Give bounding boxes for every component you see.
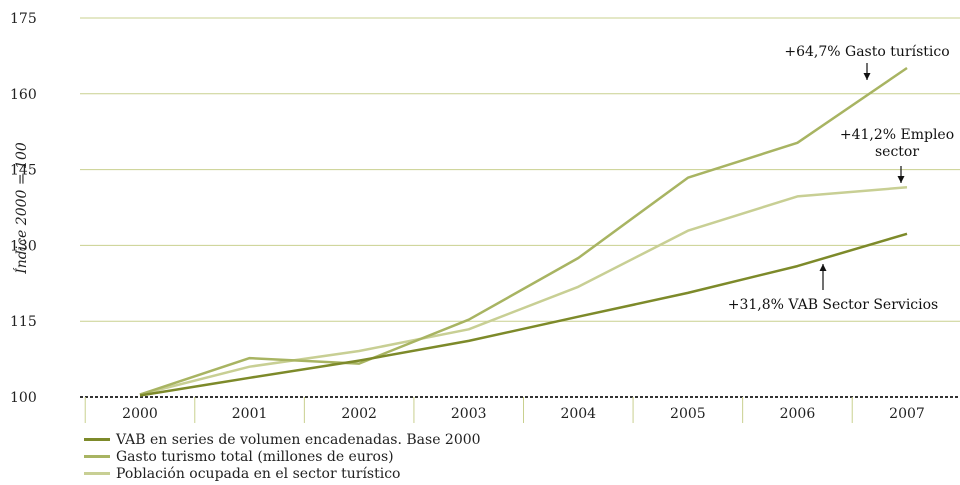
legend-item: Población ocupada en el sector turístico bbox=[84, 465, 481, 482]
annotation-label: +64,7% Gasto turístico bbox=[784, 44, 949, 60]
y-tick-label: 175 bbox=[10, 11, 37, 27]
legend-item: VAB en series de volumen encadenadas. Ba… bbox=[84, 431, 481, 448]
x-tick-label: 2000 bbox=[122, 406, 158, 422]
legend-swatch bbox=[84, 472, 110, 475]
legend-label: Gasto turismo total (millones de euros) bbox=[116, 448, 394, 465]
annotations: +64,7% Gasto turístico +41,2% Empleosecto… bbox=[728, 44, 954, 313]
x-tick-label: 2006 bbox=[780, 406, 816, 422]
x-tick-label: 2007 bbox=[889, 406, 925, 422]
annotation-label: +41,2% Empleo bbox=[840, 127, 954, 143]
legend-swatch bbox=[84, 438, 110, 441]
annotation-arrow-head bbox=[819, 264, 827, 271]
legend: VAB en series de volumen encadenadas. Ba… bbox=[84, 431, 481, 482]
y-tick-label: 115 bbox=[10, 314, 37, 330]
grid-lines bbox=[80, 17, 960, 398]
x-axis-ticks: 2000 2001 2002 2003 2004 2005 2006 2007 bbox=[84, 397, 925, 423]
series-line-1 bbox=[139, 66, 908, 396]
y-axis-ticks: 175 160 145 130 115 100 bbox=[10, 11, 37, 406]
series-line-2 bbox=[139, 186, 908, 396]
annotation-label: +31,8% VAB Sector Servicios bbox=[728, 297, 938, 313]
y-axis-label: Índice 2000 = 100 bbox=[12, 142, 30, 275]
legend-label: VAB en series de volumen encadenadas. Ba… bbox=[116, 431, 481, 448]
series-lines bbox=[139, 66, 908, 397]
x-tick-label: 2005 bbox=[670, 406, 706, 422]
legend-label: Población ocupada en el sector turístico bbox=[116, 465, 401, 482]
x-tick-label: 2002 bbox=[341, 406, 377, 422]
y-tick-label: 100 bbox=[10, 390, 37, 406]
y-tick-label: 145 bbox=[10, 163, 37, 179]
annotation-label: sector bbox=[875, 144, 919, 160]
legend-swatch bbox=[84, 455, 110, 458]
y-tick-label: 160 bbox=[10, 87, 37, 103]
x-tick-label: 2004 bbox=[560, 406, 596, 422]
y-tick-label: 130 bbox=[10, 238, 37, 254]
annotation-arrow-head bbox=[863, 73, 871, 80]
legend-item: Gasto turismo total (millones de euros) bbox=[84, 448, 481, 465]
x-tick-label: 2003 bbox=[451, 406, 487, 422]
annotation-arrow-head bbox=[897, 176, 905, 183]
x-tick-label: 2001 bbox=[232, 406, 268, 422]
series-line-0 bbox=[139, 232, 908, 397]
